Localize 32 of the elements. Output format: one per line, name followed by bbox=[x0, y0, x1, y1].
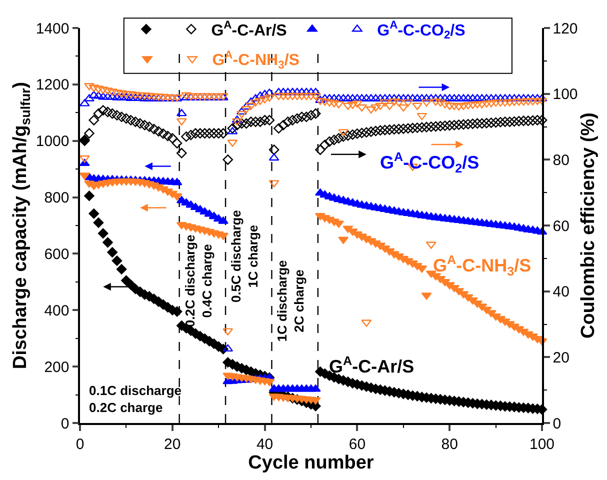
y-tick-label: 400 bbox=[44, 302, 70, 320]
legend-label: G$^{A}$-C-CO$_{2}$/S bbox=[377, 20, 466, 42]
legend-label: G$^{A}$-C-Ar/S bbox=[211, 20, 288, 40]
x-tick-label: 20 bbox=[164, 436, 181, 453]
x-tick-label: 100 bbox=[529, 436, 555, 453]
annotation: 0.1C discharge 0.2C charge bbox=[89, 383, 182, 415]
annotation: G$^{A}$-C-NH$_{3}$/S bbox=[433, 253, 532, 278]
x-tick-label: 40 bbox=[256, 436, 274, 453]
y-tick-label: 0 bbox=[60, 415, 70, 432]
annotation: G$^{A}$-C-Ar/S bbox=[329, 354, 414, 377]
y-tick-label: 1400 bbox=[36, 20, 70, 38]
x-tick-label: 80 bbox=[441, 436, 458, 453]
y2-tick-label: 120 bbox=[552, 20, 578, 38]
y2-axis-title: Coulombic efficiency (%) bbox=[578, 112, 600, 338]
x-axis-title: Cycle number bbox=[248, 452, 374, 474]
ref-line-label: 1C discharge 2C charge bbox=[274, 260, 307, 342]
y-tick-label: 1200 bbox=[36, 76, 70, 94]
ref-line-label: 0.5C discharge 1C charge bbox=[228, 210, 260, 303]
y-tick-label: 200 bbox=[44, 358, 70, 376]
y2-tick-label: 0 bbox=[552, 415, 562, 432]
y-tick-label: 600 bbox=[44, 246, 70, 263]
y-tick-label: 800 bbox=[44, 190, 70, 207]
y2-tick-label: 100 bbox=[552, 86, 578, 104]
x-tick-label: 0 bbox=[76, 436, 84, 453]
y2-tick-label: 80 bbox=[552, 152, 570, 169]
y2-tick-label: 60 bbox=[552, 218, 570, 235]
y-tick-label: 1000 bbox=[36, 133, 70, 150]
x-tick-label: 60 bbox=[348, 436, 366, 453]
annotation: G$^{A}$-C-CO$_{2}$/S bbox=[380, 150, 480, 176]
y2-tick-label: 20 bbox=[552, 349, 570, 366]
legend-label: G$^{A}$-C-NH$_{3}$/S bbox=[212, 49, 300, 72]
y2-tick-label: 40 bbox=[552, 284, 570, 301]
